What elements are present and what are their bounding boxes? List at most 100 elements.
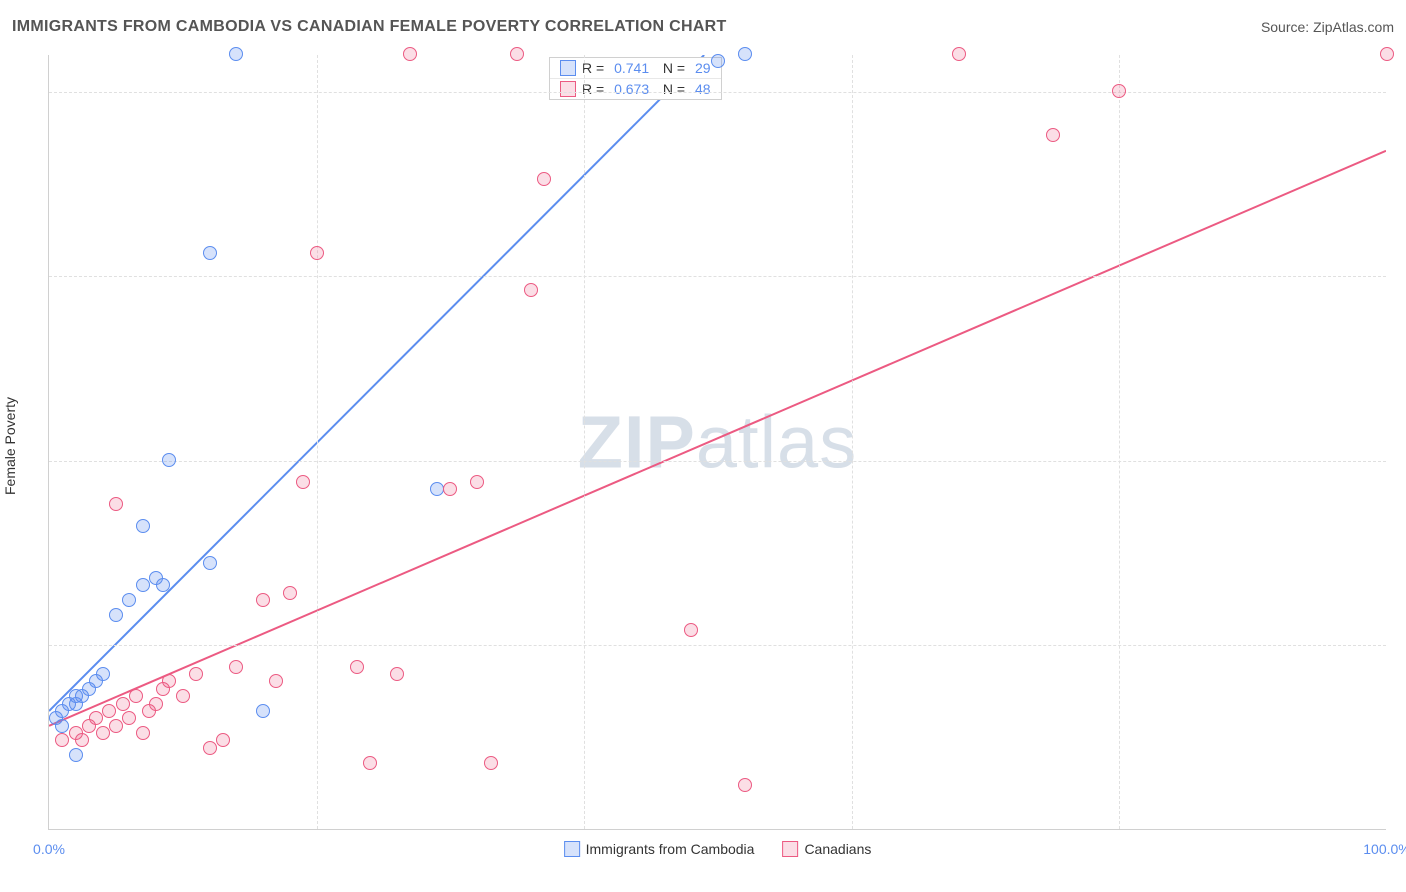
gridline-h — [49, 645, 1386, 646]
n-label: N = — [655, 81, 685, 97]
n-label: N = — [655, 60, 685, 76]
r-value: 0.741 — [610, 60, 649, 76]
legend-swatch — [782, 841, 798, 857]
scatter-point — [363, 756, 377, 770]
scatter-point — [122, 711, 136, 725]
legend-label: Immigrants from Cambodia — [586, 841, 755, 857]
scatter-point — [229, 660, 243, 674]
gridline-v — [852, 55, 853, 829]
gridline-v — [1119, 55, 1120, 829]
scatter-point — [537, 172, 551, 186]
scatter-point — [738, 778, 752, 792]
scatter-point — [1380, 47, 1394, 61]
scatter-point — [109, 608, 123, 622]
scatter-point — [116, 697, 130, 711]
gridline-h — [49, 276, 1386, 277]
n-value: 29 — [691, 60, 710, 76]
gridline-v — [584, 55, 585, 829]
correlation-legend-row: R = 0.673 N = 48 — [550, 79, 721, 99]
gridline-h — [49, 92, 1386, 93]
series-legend-item: Canadians — [782, 841, 871, 857]
scatter-point — [102, 704, 116, 718]
x-tick-label: 0.0% — [33, 841, 65, 857]
y-tick-label: 25.0% — [1396, 637, 1406, 653]
scatter-point — [129, 689, 143, 703]
scatter-point — [510, 47, 524, 61]
scatter-point — [443, 482, 457, 496]
r-label: R = — [582, 81, 604, 97]
r-label: R = — [582, 60, 604, 76]
scatter-point — [96, 726, 110, 740]
scatter-point — [952, 47, 966, 61]
scatter-point — [310, 246, 324, 260]
x-tick-label: 100.0% — [1363, 841, 1406, 857]
scatter-point — [216, 733, 230, 747]
chart-header: IMMIGRANTS FROM CAMBODIA VS CANADIAN FEM… — [12, 18, 1394, 36]
y-tick-label: 100.0% — [1396, 84, 1406, 100]
scatter-point — [122, 593, 136, 607]
scatter-point — [55, 733, 69, 747]
scatter-point — [738, 47, 752, 61]
y-axis-label: Female Poverty — [2, 397, 18, 495]
scatter-point — [55, 719, 69, 733]
gridline-v — [317, 55, 318, 829]
legend-swatch — [560, 81, 576, 97]
series-legend: Immigrants from Cambodia Canadians — [564, 841, 872, 857]
scatter-point — [403, 47, 417, 61]
scatter-point — [162, 453, 176, 467]
chart-title: IMMIGRANTS FROM CAMBODIA VS CANADIAN FEM… — [12, 18, 727, 36]
scatter-point — [296, 475, 310, 489]
scatter-point — [109, 497, 123, 511]
series-legend-item: Immigrants from Cambodia — [564, 841, 755, 857]
scatter-point — [109, 719, 123, 733]
scatter-point — [524, 283, 538, 297]
correlation-legend: R = 0.741 N = 29R = 0.673 N = 48 — [549, 57, 722, 100]
scatter-point — [149, 697, 163, 711]
correlation-legend-row: R = 0.741 N = 29 — [550, 58, 721, 79]
scatter-point — [176, 689, 190, 703]
r-value: 0.673 — [610, 81, 649, 97]
scatter-point — [350, 660, 364, 674]
n-value: 48 — [691, 81, 710, 97]
scatter-point — [684, 623, 698, 637]
scatter-point — [203, 246, 217, 260]
scatter-point — [203, 556, 217, 570]
trend-line — [49, 151, 1386, 726]
scatter-point — [69, 748, 83, 762]
scatter-chart: ZIPatlas R = 0.741 N = 29R = 0.673 N = 4… — [48, 55, 1386, 830]
scatter-point — [256, 593, 270, 607]
scatter-point — [229, 47, 243, 61]
scatter-point — [1046, 128, 1060, 142]
y-tick-label: 50.0% — [1396, 453, 1406, 469]
source-attribution: Source: ZipAtlas.com — [1261, 19, 1394, 35]
scatter-point — [484, 756, 498, 770]
source-name: ZipAtlas.com — [1313, 19, 1394, 35]
trend-line — [49, 55, 704, 711]
scatter-point — [162, 674, 176, 688]
scatter-point — [269, 674, 283, 688]
scatter-point — [136, 726, 150, 740]
scatter-point — [189, 667, 203, 681]
legend-swatch — [560, 60, 576, 76]
scatter-point — [470, 475, 484, 489]
y-tick-label: 75.0% — [1396, 268, 1406, 284]
watermark-part2: atlas — [696, 401, 857, 484]
scatter-point — [430, 482, 444, 496]
trendlines-svg — [49, 55, 1386, 829]
legend-label: Canadians — [804, 841, 871, 857]
source-prefix: Source: — [1261, 19, 1313, 35]
legend-swatch — [564, 841, 580, 857]
scatter-point — [156, 578, 170, 592]
scatter-point — [390, 667, 404, 681]
scatter-point — [1112, 84, 1126, 98]
scatter-point — [283, 586, 297, 600]
scatter-point — [89, 711, 103, 725]
scatter-point — [136, 519, 150, 533]
gridline-h — [49, 461, 1386, 462]
scatter-point — [96, 667, 110, 681]
watermark-part1: ZIP — [578, 401, 696, 484]
scatter-point — [75, 733, 89, 747]
scatter-point — [711, 54, 725, 68]
scatter-point — [136, 578, 150, 592]
scatter-point — [256, 704, 270, 718]
